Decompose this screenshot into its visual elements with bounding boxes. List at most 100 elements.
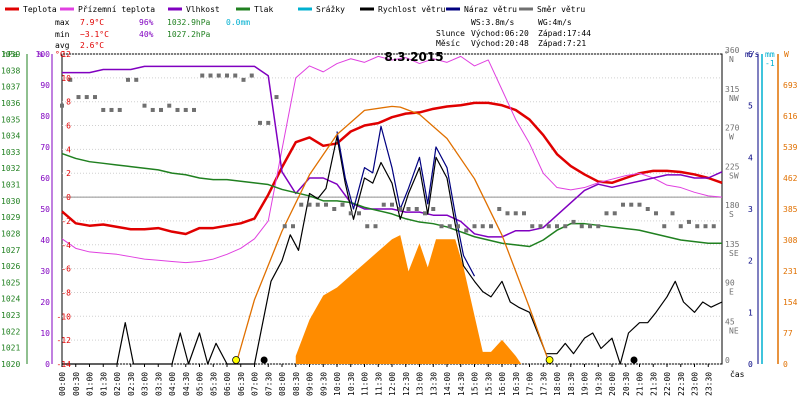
tick-x: 08:30	[292, 372, 301, 396]
tick-pct: 60	[40, 174, 50, 183]
tick-temp: 12	[61, 50, 71, 59]
wind-direction-dot	[332, 207, 337, 211]
tick-x: 02:30	[127, 372, 136, 396]
series-line	[336, 125, 476, 277]
tick-hpa: 1021	[1, 344, 20, 353]
tick-x: 18:00	[553, 372, 562, 396]
radiation-fill	[295, 235, 522, 364]
wind-direction-dot	[489, 224, 493, 229]
wind-direction-dot	[546, 224, 551, 229]
legend-label: Přízemní teplota	[78, 5, 155, 14]
wind-direction-dot	[711, 224, 716, 229]
tick-temp: -2	[61, 217, 71, 226]
tick-x: 21:30	[649, 372, 658, 396]
wind-direction-dot	[315, 202, 320, 207]
wind-direction-dot	[150, 107, 155, 112]
wind-direction-dot	[373, 224, 378, 229]
tick-hpa: 1032	[1, 164, 20, 173]
legend-label: Náraz větru	[464, 5, 517, 14]
tick-dir: 315	[725, 85, 740, 94]
tick-dir: 225	[725, 162, 740, 171]
tick-x: 19:00	[581, 372, 590, 396]
tick-pct: 20	[40, 298, 50, 307]
tick-wm2: 539	[783, 143, 798, 152]
tick-pct: 100	[36, 50, 51, 59]
tick-ms: 3	[748, 205, 753, 214]
tick-x: 21:00	[636, 372, 645, 396]
axis-label-hpa: hPa	[3, 50, 18, 59]
tick-x: 05:00	[196, 372, 205, 396]
wind-direction-dot	[175, 107, 180, 112]
tick-x: 20:30	[622, 372, 631, 396]
tick-x: 17:30	[539, 372, 548, 396]
tick-x: 14:00	[443, 372, 452, 396]
wind-direction-dot	[555, 224, 559, 229]
tick-dir-name: SE	[729, 249, 739, 258]
wind-direction-dot	[621, 202, 625, 207]
wind-direction-dot	[109, 107, 114, 112]
tick-x: 15:00	[471, 372, 480, 396]
tick-x: 13:30	[429, 372, 438, 396]
tick-pct: 50	[40, 205, 50, 214]
tick-dir-name: S	[729, 210, 734, 219]
wind-direction-dot	[538, 224, 543, 229]
wind-direction-dot	[291, 224, 295, 229]
series-line	[61, 101, 723, 236]
tick-x: 03:30	[154, 372, 163, 396]
wind-direction-dot	[192, 107, 196, 112]
stats-max-label: max	[55, 18, 70, 27]
wind-direction-dots	[60, 73, 716, 364]
info-ws: WS:3.8m/s	[471, 18, 515, 27]
axis-label-wm2: W	[784, 50, 789, 59]
tick-x: 12:00	[388, 372, 397, 396]
wind-direction-dot	[579, 224, 584, 229]
tick-dir-name: N	[729, 55, 734, 64]
tick-hpa: 1026	[1, 262, 20, 271]
tick-hpa: 1034	[1, 132, 20, 141]
tick-x: 09:30	[319, 372, 328, 396]
tick-hpa: 1033	[1, 148, 20, 157]
tick-x: 19:30	[594, 372, 603, 396]
tick-x: 16:30	[512, 372, 521, 396]
wind-direction-dot	[208, 73, 213, 78]
tick-wm2: 0	[783, 360, 788, 369]
info-mesic-label: Měsíc	[436, 39, 460, 48]
stats-min-temp: −3.1°C	[80, 30, 109, 39]
tick-wm2: 231	[783, 267, 798, 276]
tick-pct: 80	[40, 112, 50, 121]
tick-x: 01:30	[99, 372, 108, 396]
tick-dir-name: NE	[729, 326, 739, 335]
tick-temp: -8	[61, 288, 71, 297]
tick-x: 04:00	[168, 372, 177, 396]
tick-x: 16:00	[498, 372, 507, 396]
wind-direction-dot	[299, 202, 304, 207]
tick-wm2: 154	[783, 298, 798, 307]
tick-hpa: 1035	[1, 115, 20, 124]
wind-direction-dot	[439, 224, 444, 229]
wind-direction-dot	[200, 73, 205, 78]
tick-mm: -1	[765, 59, 775, 68]
wind-direction-dot	[497, 207, 502, 211]
tick-temp: 2	[66, 169, 71, 178]
tick-hpa: 1038	[1, 66, 20, 75]
tick-wm2: 693	[783, 81, 798, 90]
info-mesic-vychod: Východ:20:48	[471, 39, 529, 48]
tick-pct: 90	[40, 81, 50, 90]
wind-direction-dot	[687, 219, 691, 224]
wind-direction-dot	[662, 224, 667, 229]
wind-direction-dot	[142, 103, 147, 108]
tick-hpa: 1024	[1, 295, 20, 304]
series-line	[235, 105, 551, 365]
wind-direction-dot	[84, 95, 89, 100]
wind-direction-dot	[167, 103, 172, 108]
tick-ms: 2	[748, 257, 753, 266]
wind-direction-dot	[406, 207, 411, 211]
wind-direction-dot	[414, 207, 419, 211]
tick-temp: 4	[66, 145, 71, 154]
tick-dir: 270	[725, 124, 740, 133]
wind-direction-dot	[101, 107, 106, 112]
stats-avg-temp: 2.6°C	[80, 41, 104, 50]
tick-temp: 0	[66, 193, 71, 202]
tick-x: 05:30	[209, 372, 218, 396]
